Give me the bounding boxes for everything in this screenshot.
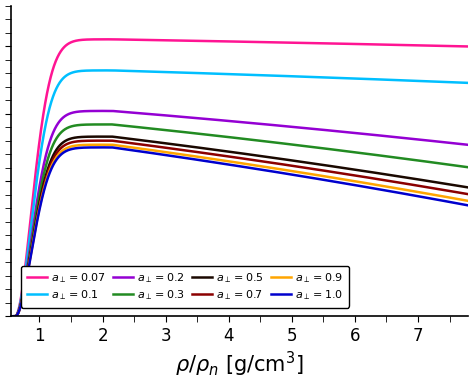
X-axis label: $\rho/\rho_n$ [g/cm$^3$]: $\rho/\rho_n$ [g/cm$^3$] — [175, 350, 304, 380]
Legend: $a_{\perp} = 0.07$, $a_{\perp} = 0.1$, $a_{\perp} = 0.2$, $a_{\perp} = 0.3$, $a_: $a_{\perp} = 0.07$, $a_{\perp} = 0.1$, $… — [21, 266, 349, 308]
